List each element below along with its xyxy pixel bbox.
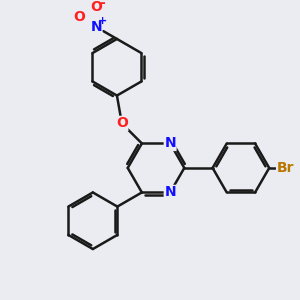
Text: Br: Br [277,161,294,175]
Text: O: O [90,0,102,14]
Text: -: - [99,0,105,10]
Text: +: + [98,16,107,26]
Text: N: N [164,185,176,200]
Text: O: O [73,10,85,24]
Text: N: N [90,20,102,34]
Text: O: O [116,116,128,130]
Text: N: N [164,136,176,150]
